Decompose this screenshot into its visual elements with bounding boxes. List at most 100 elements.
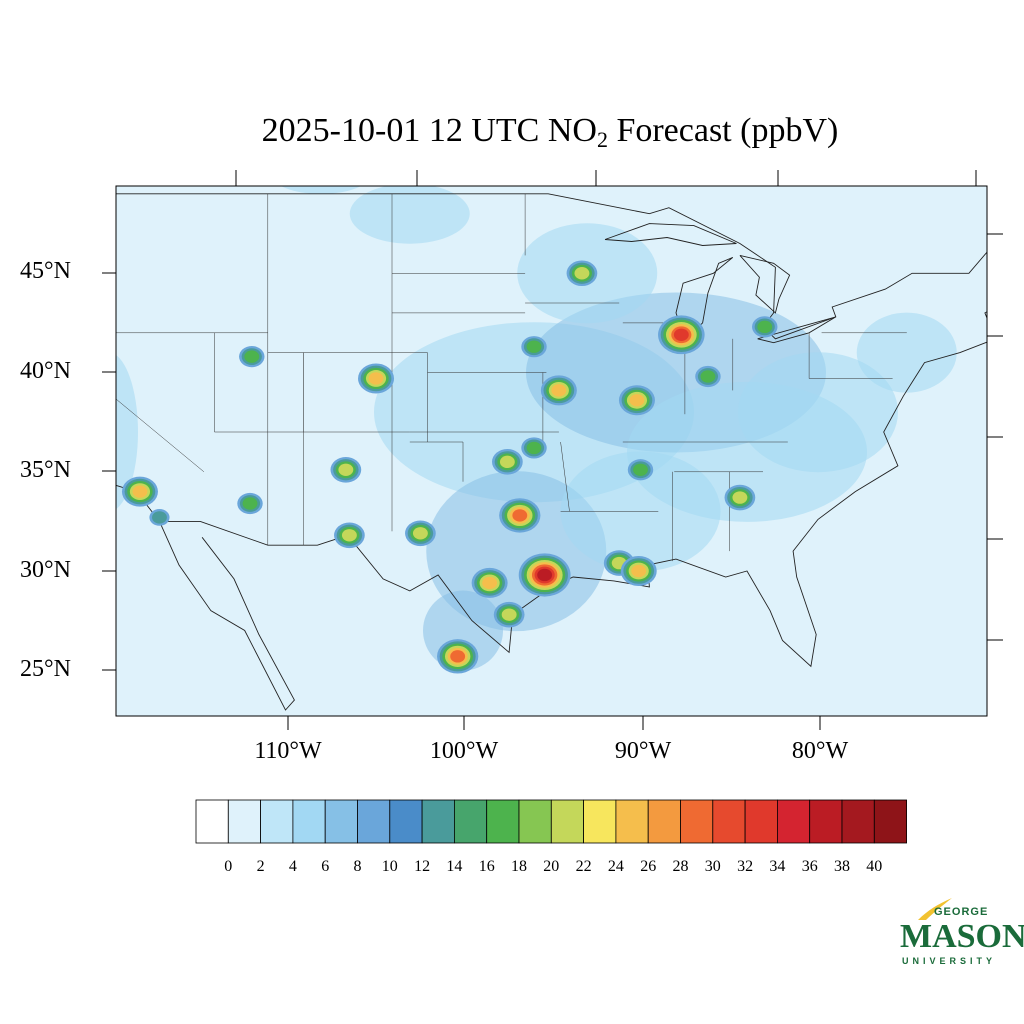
hotspot-albuquerque: [330, 456, 362, 483]
hotspot-calgary: [194, 137, 235, 171]
colorbar-swatch: [195, 799, 229, 844]
lon-label-90w: 90°W: [614, 738, 672, 764]
colorbar-tick-label: 26: [640, 858, 657, 875]
coastline-path: [739, 254, 791, 314]
colorbar-tick-label: 38: [834, 858, 850, 875]
colorbar-swatch: [809, 799, 843, 844]
colorbar-swatch: [421, 799, 455, 844]
hotspot-chicago: [658, 315, 705, 355]
hotspot-san-francisco: [54, 406, 79, 427]
colorbar-tick-label: 18: [511, 858, 527, 875]
coastline-path: [604, 223, 737, 246]
haze-blob: [281, 186, 361, 194]
map-frame: [115, 185, 988, 717]
colorbar-swatch: [486, 799, 520, 844]
lon-label-80w: 80°W: [791, 738, 849, 764]
colorbar-tick-label: 12: [414, 858, 431, 875]
hotspot-minneapolis: [566, 260, 598, 287]
colorbar-tick-label: 2: [256, 858, 265, 875]
colorbar-swatch: [841, 799, 875, 844]
colorbar-swatch: [583, 799, 617, 844]
colorbar-tick-label: 8: [353, 858, 362, 875]
hotspot-phoenix: [237, 492, 263, 515]
colorbar-tick-label: 10: [381, 858, 398, 875]
hotspot-denver: [358, 363, 395, 394]
colorbar-tick-label: 4: [288, 858, 297, 875]
colorbar-tick-label: 32: [737, 858, 754, 875]
hotspot-atlanta: [724, 484, 756, 511]
coastline-path: [116, 193, 987, 668]
hotspot-el-paso: [334, 522, 365, 549]
colorbar-tick-label: 40: [866, 858, 883, 875]
haze-blob: [116, 354, 138, 510]
lat-label-25: 25°N: [20, 656, 71, 682]
colorbar-swatch: [647, 799, 681, 844]
colorbar-swatch: [777, 799, 811, 844]
hotspot-dallas: [499, 498, 541, 533]
hotspot-salt-lake-city: [239, 346, 265, 368]
colorbar-swatch: [453, 799, 488, 844]
hotspot-new-orleans: [620, 556, 657, 586]
gmu-logo: GEORGE MASON UNIVERSITY: [898, 898, 1024, 972]
hotspot-memphis: [627, 459, 654, 481]
colorbar-tick-label: 24: [607, 858, 624, 875]
lat-label-45: 45°N: [20, 258, 71, 284]
hotspot-odessa: [405, 520, 436, 547]
state-border: [116, 398, 205, 472]
lon-label-110w: 110°W: [254, 738, 322, 764]
colorbar-swatch: [227, 799, 262, 844]
colorbar-swatch: [518, 799, 552, 844]
gmu-flame-icon: [918, 898, 952, 920]
colorbar-tick-label: 0: [224, 858, 233, 875]
axis-ticks: [102, 170, 1003, 730]
logo-mason: MASON: [900, 918, 1024, 955]
colorbar-swatch: [712, 799, 746, 844]
hotspot-corpus-christi: [493, 601, 525, 628]
lat-label-40: 40°N: [20, 358, 71, 384]
coastline-path: [159, 521, 295, 711]
colorbar-swatch: [680, 799, 714, 844]
colorbar-swatch: [260, 799, 294, 844]
colorbar-swatch: [357, 799, 391, 844]
hotspot-tulsa: [521, 437, 547, 459]
colorbar-tick-label: 6: [321, 858, 330, 875]
colorbar-swatch: [324, 799, 358, 844]
colorbar-tick-label: 20: [543, 858, 560, 875]
chart-title: 2025-10-01 12 UTC NO2 Forecast (ppbV): [261, 112, 839, 152]
logo-university: UNIVERSITY: [902, 956, 997, 966]
colorbar-swatch: [744, 799, 778, 844]
logo-george: GEORGE: [934, 906, 989, 918]
hotspot-kansas-city: [540, 375, 577, 406]
lat-label-35: 35°N: [20, 457, 71, 483]
hotspot-houston: [518, 553, 571, 597]
colorbar-swatch: [292, 799, 326, 844]
hotspot-san-antonio: [471, 567, 508, 598]
haze-blob: [856, 312, 957, 393]
colorbar-swatch: [550, 799, 584, 844]
colorbar-swatch: [389, 799, 423, 844]
lat-label-30: 30°N: [20, 557, 71, 583]
colorbar-swatch: [615, 799, 649, 844]
hotspot-oklahoma-city: [492, 449, 523, 475]
colorbar-tick-label: 16: [478, 858, 495, 875]
haze-blob: [349, 186, 470, 244]
colorbar-tick-label: 30: [704, 858, 721, 875]
colorbar-tick-label: 34: [769, 858, 786, 875]
colorbar-tick-label: 22: [575, 858, 592, 875]
coastline-path: [675, 256, 734, 340]
colorbar-swatch: [873, 799, 907, 844]
colorbar: [195, 799, 907, 844]
hotspot-layer: [54, 137, 778, 674]
lon-label-100w: 100°W: [429, 738, 499, 764]
hotspot-st-louis: [618, 385, 655, 416]
coastline-path: [757, 316, 837, 344]
colorbar-tick-label: 28: [672, 858, 689, 875]
hotspot-detroit: [752, 316, 778, 338]
coastline-layer: [116, 193, 987, 711]
colorbar-tick-label: 14: [446, 858, 463, 875]
hotspot-monterrey: [437, 639, 479, 674]
hotspot-los-angeles: [121, 476, 158, 507]
colorbar-tick-label: 36: [801, 858, 818, 875]
hotspot-omaha: [521, 336, 547, 358]
